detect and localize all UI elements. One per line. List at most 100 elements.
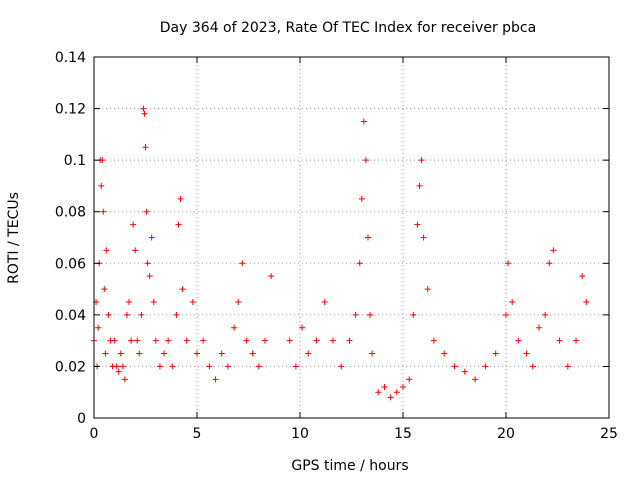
data-point-marker — [461, 368, 468, 375]
data-point-marker — [482, 363, 489, 370]
data-point-marker — [144, 260, 151, 267]
data-point-marker — [100, 208, 107, 215]
data-point-marker — [123, 311, 130, 318]
y-tick-label: 0.06 — [55, 256, 86, 272]
data-point-marker — [329, 337, 336, 344]
data-point-marker — [169, 363, 176, 370]
data-point-marker — [239, 260, 246, 267]
data-point-marker — [194, 350, 200, 357]
data-point-marker — [358, 195, 365, 202]
data-point-marker — [243, 337, 250, 344]
data-point-marker — [523, 350, 530, 357]
data-point-marker — [173, 311, 180, 318]
data-point-marker — [95, 324, 102, 331]
data-point-marker — [134, 337, 141, 344]
data-point-marker — [424, 286, 431, 293]
data-point-marker — [200, 337, 207, 344]
data-point-marker — [140, 105, 147, 112]
y-tick-label: 0.1 — [64, 153, 86, 169]
data-point-marker — [410, 311, 417, 318]
data-point-marker — [119, 363, 126, 370]
data-point-marker — [299, 324, 306, 331]
x-tick-label: 10 — [291, 426, 309, 442]
data-point-marker — [231, 324, 238, 331]
data-point-marker — [338, 363, 345, 370]
data-point-marker — [132, 247, 139, 254]
x-tick-labels: 0 5 10 15 20 25 — [90, 426, 618, 442]
data-point-marker — [292, 363, 299, 370]
data-point-marker — [564, 363, 571, 370]
data-point-marker — [364, 234, 371, 241]
data-point-marker — [138, 311, 145, 318]
data-point-marker — [224, 363, 231, 370]
y-tick-labels: 0 0.02 0.04 0.06 0.08 0.1 0.12 0.14 — [55, 50, 86, 427]
y-tick-label: 0.14 — [55, 50, 86, 66]
data-point-marker — [179, 286, 186, 293]
data-point-marker — [387, 394, 394, 401]
data-point-marker — [206, 363, 213, 370]
y-tick-label: 0.12 — [55, 102, 86, 118]
data-point-marker — [503, 311, 509, 318]
y-tick-label: 0.02 — [55, 359, 86, 375]
data-point-marker — [130, 221, 137, 228]
data-point-marker — [148, 234, 155, 241]
data-point-marker — [430, 337, 437, 344]
data-point-marker — [113, 363, 120, 370]
data-point-marker — [579, 273, 586, 280]
data-point-marker — [381, 384, 388, 391]
grid-lines — [94, 57, 609, 418]
data-point-marker — [321, 298, 328, 305]
data-point-marker — [583, 298, 590, 305]
data-point-marker — [152, 337, 159, 344]
data-point-marker — [98, 182, 105, 189]
data-point-marker — [556, 337, 563, 344]
data-point-marker — [375, 389, 382, 396]
data-point-marker — [492, 350, 499, 357]
data-point-marker — [101, 286, 108, 293]
data-point-marker — [535, 324, 542, 331]
data-point-marker — [189, 298, 196, 305]
chart-title: Day 364 of 2023, Rate Of TEC Index for r… — [160, 20, 536, 36]
data-point-marker — [573, 337, 580, 344]
data-point-marker — [416, 182, 423, 189]
data-point-marker — [146, 273, 153, 280]
data-point-marker — [286, 337, 293, 344]
data-point-marker — [111, 337, 118, 344]
data-point-marker — [505, 260, 512, 267]
data-point-marker — [414, 221, 421, 228]
data-point-marker — [115, 368, 122, 375]
data-point-marker — [418, 157, 425, 164]
data-point-marker — [515, 337, 522, 344]
axis-ticks — [93, 56, 610, 419]
data-point-marker — [128, 337, 135, 344]
data-point-marker — [156, 363, 163, 370]
y-tick-label: 0 — [77, 411, 86, 427]
data-point-marker — [406, 376, 413, 383]
data-point-marker — [367, 311, 374, 318]
y-tick-label: 0.08 — [55, 205, 86, 221]
data-point-marker — [529, 363, 536, 370]
data-point-marker — [117, 350, 124, 357]
data-point-marker — [183, 337, 190, 344]
data-point-marker — [105, 311, 112, 318]
data-point-marker — [393, 389, 400, 396]
data-point-marker — [136, 350, 143, 357]
data-point-marker — [305, 350, 312, 357]
x-tick-label: 15 — [394, 426, 412, 442]
x-axis-title: GPS time / hours — [291, 458, 408, 474]
data-point-marker — [177, 195, 184, 202]
data-point-marker — [235, 298, 242, 305]
data-point-marker — [362, 157, 369, 164]
data-point-marker — [255, 363, 262, 370]
data-point-marker — [142, 144, 149, 151]
data-point-marker — [546, 260, 553, 267]
x-tick-label: 25 — [600, 426, 618, 442]
data-point-marker — [400, 384, 406, 391]
data-point-marker — [360, 118, 367, 125]
data-point-marker — [346, 337, 353, 344]
data-point-marker — [472, 376, 479, 383]
data-point-marker — [103, 247, 110, 254]
data-point-marker — [261, 337, 268, 344]
